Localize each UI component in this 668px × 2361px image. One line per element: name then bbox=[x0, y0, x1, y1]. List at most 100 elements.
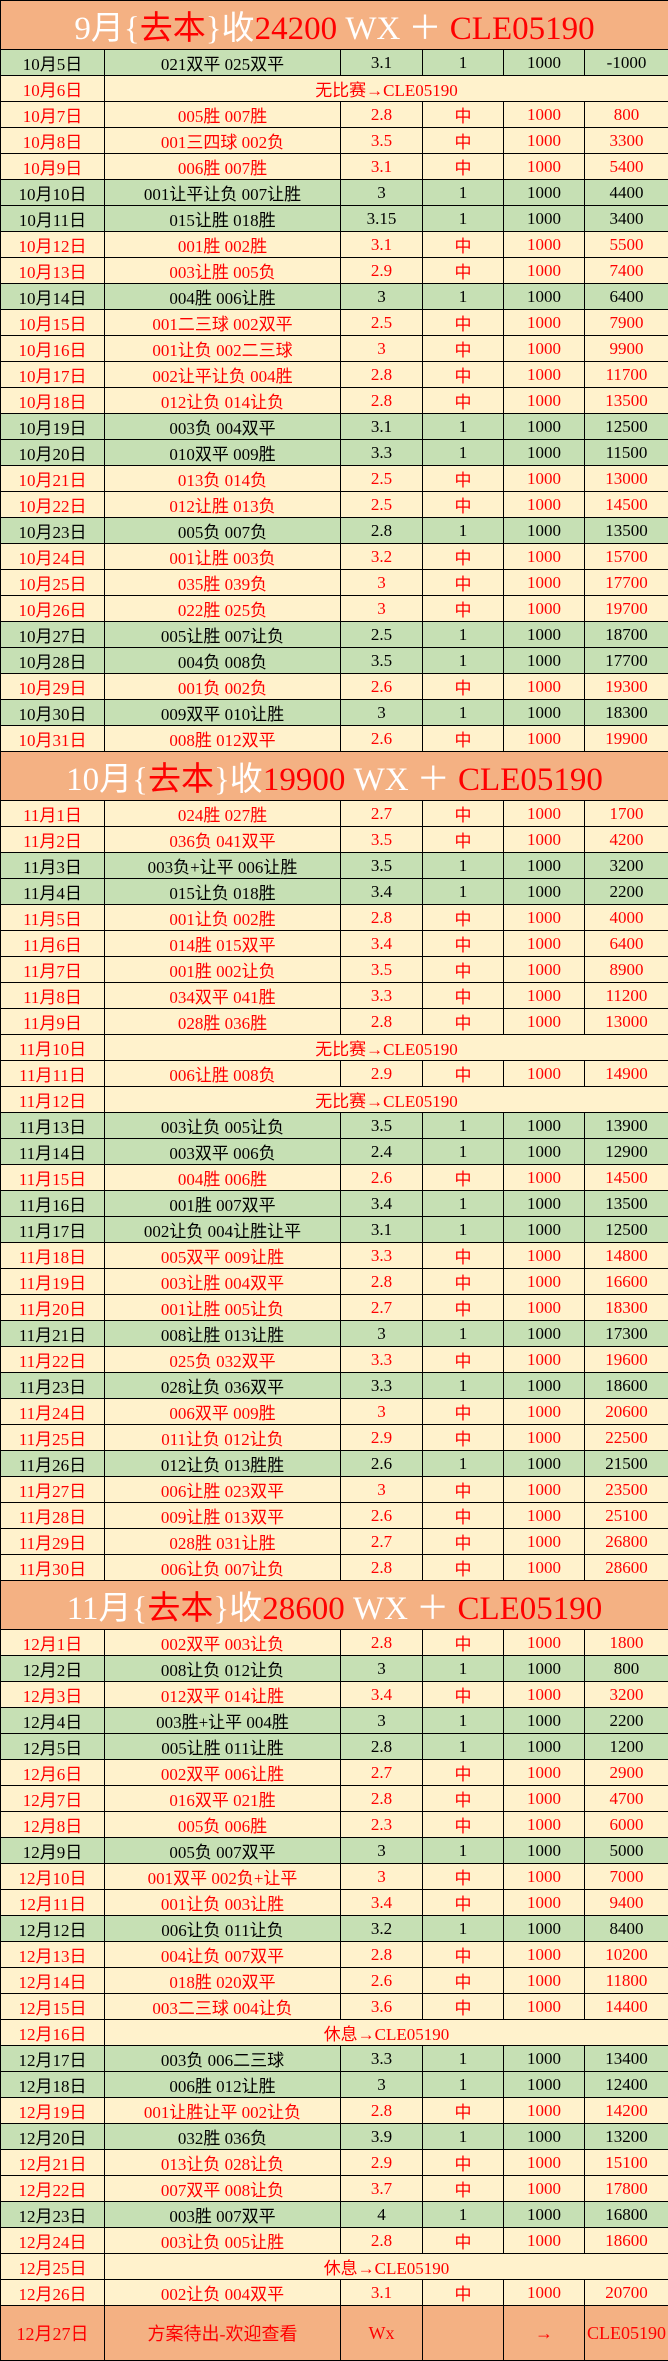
odds-cell: 2.9 bbox=[341, 1061, 423, 1087]
picks-cell: 003负+让平 006让胜 bbox=[105, 853, 341, 879]
date-cell: 12月6日 bbox=[1, 1760, 105, 1786]
date-cell: 11月6日 bbox=[1, 931, 105, 957]
title-part: WX ＋ bbox=[337, 11, 450, 47]
balance-cell: 7900 bbox=[585, 310, 668, 336]
odds-cell: 2.8 bbox=[341, 1555, 423, 1581]
odds-cell: 2.8 bbox=[341, 388, 423, 414]
stake-cell: 1000 bbox=[504, 1812, 585, 1838]
picks-cell: 005胜 007胜 bbox=[105, 102, 341, 128]
result-cell: 中 bbox=[423, 674, 504, 700]
balance-cell: 13500 bbox=[585, 388, 668, 414]
date-cell: 12月27日 bbox=[1, 2306, 105, 2361]
balance-cell: 3200 bbox=[585, 853, 668, 879]
date-cell: 12月14日 bbox=[1, 1968, 105, 1994]
stake-cell: 1000 bbox=[504, 1399, 585, 1425]
picks-cell: 009让胜 013双平 bbox=[105, 1503, 341, 1529]
result-cell: 1 bbox=[423, 1139, 504, 1165]
stake-cell: 1000 bbox=[504, 492, 585, 518]
result-cell: 中 bbox=[423, 310, 504, 336]
odds-cell: 3.4 bbox=[341, 931, 423, 957]
picks-cell: 028胜 036胜 bbox=[105, 1009, 341, 1035]
picks-cell: 006让负 007让负 bbox=[105, 1555, 341, 1581]
balance-cell: 13900 bbox=[585, 1113, 668, 1139]
note-row: 10月6日无比赛→CLE05190 bbox=[1, 76, 668, 102]
date-cell: 12月1日 bbox=[1, 1630, 105, 1656]
odds-cell: 3 bbox=[341, 284, 423, 310]
stake-cell: 1000 bbox=[504, 284, 585, 310]
stake-cell: 1000 bbox=[504, 853, 585, 879]
odds-cell: 3.5 bbox=[341, 128, 423, 154]
balance-cell: 14500 bbox=[585, 492, 668, 518]
stake-cell: 1000 bbox=[504, 801, 585, 827]
result-cell: 1 bbox=[423, 440, 504, 466]
odds-cell: 2.8 bbox=[341, 905, 423, 931]
stake-cell: 1000 bbox=[504, 1994, 585, 2020]
stake-cell: 1000 bbox=[504, 1113, 585, 1139]
picks-cell: 005让胜 011让胜 bbox=[105, 1734, 341, 1760]
picks-cell: 003二三球 004让负 bbox=[105, 1994, 341, 2020]
result-cell: 中 bbox=[423, 596, 504, 622]
picks-cell: 036负 041双平 bbox=[105, 827, 341, 853]
date-cell: 11月11日 bbox=[1, 1061, 105, 1087]
balance-cell: 2200 bbox=[585, 1708, 668, 1734]
result-cell: 中 bbox=[423, 1165, 504, 1191]
result-cell: 1 bbox=[423, 1451, 504, 1477]
stake-cell: 1000 bbox=[504, 1890, 585, 1916]
stake-cell: 1000 bbox=[504, 1191, 585, 1217]
balance-cell: 20700 bbox=[585, 2280, 668, 2306]
result-cell: 中 bbox=[423, 1243, 504, 1269]
date-cell: 10月5日 bbox=[1, 50, 105, 76]
result-cell: 1 bbox=[423, 518, 504, 544]
odds-cell: 3.1 bbox=[341, 1217, 423, 1243]
balance-cell: 13200 bbox=[585, 2124, 668, 2150]
stake-cell: 1000 bbox=[504, 1630, 585, 1656]
stake-cell: 1000 bbox=[504, 622, 585, 648]
date-cell: 11月21日 bbox=[1, 1321, 105, 1347]
stake-cell: 1000 bbox=[504, 232, 585, 258]
picks-cell: 001胜 007双平 bbox=[105, 1191, 341, 1217]
odds-cell: 3.4 bbox=[341, 879, 423, 905]
stake-cell: 1000 bbox=[504, 931, 585, 957]
picks-cell: 016双平 021胜 bbox=[105, 1786, 341, 1812]
balance-cell: 21500 bbox=[585, 1451, 668, 1477]
odds-cell: 3 bbox=[341, 2072, 423, 2098]
date-cell: 12月5日 bbox=[1, 1734, 105, 1760]
balance-cell: 8400 bbox=[585, 1916, 668, 1942]
result-cell: 中 bbox=[423, 2150, 504, 2176]
date-cell: 11月9日 bbox=[1, 1009, 105, 1035]
stake-cell: 1000 bbox=[504, 1916, 585, 1942]
title-part: }收 bbox=[213, 1591, 262, 1627]
balance-cell: 4400 bbox=[585, 180, 668, 206]
odds-cell: 2.4 bbox=[341, 1139, 423, 1165]
picks-cell: 006双平 009胜 bbox=[105, 1399, 341, 1425]
date-cell: 10月14日 bbox=[1, 284, 105, 310]
stake-cell: 1000 bbox=[504, 1656, 585, 1682]
stake-cell: 1000 bbox=[504, 1734, 585, 1760]
date-cell: 11月24日 bbox=[1, 1399, 105, 1425]
stake-cell: 1000 bbox=[504, 1786, 585, 1812]
date-cell: 10月26日 bbox=[1, 596, 105, 622]
date-cell: 11月7日 bbox=[1, 957, 105, 983]
picks-cell: 006让负 011让负 bbox=[105, 1916, 341, 1942]
stake-cell: 1000 bbox=[504, 596, 585, 622]
picks-cell: 034双平 041胜 bbox=[105, 983, 341, 1009]
odds-cell: 3.3 bbox=[341, 2046, 423, 2072]
stake-cell: 1000 bbox=[504, 1009, 585, 1035]
balance-cell: 17700 bbox=[585, 648, 668, 674]
date-cell: 12月19日 bbox=[1, 2098, 105, 2124]
date-cell: 10月24日 bbox=[1, 544, 105, 570]
picks-cell: 009双平 010让胜 bbox=[105, 700, 341, 726]
balance-cell: 3200 bbox=[585, 1682, 668, 1708]
